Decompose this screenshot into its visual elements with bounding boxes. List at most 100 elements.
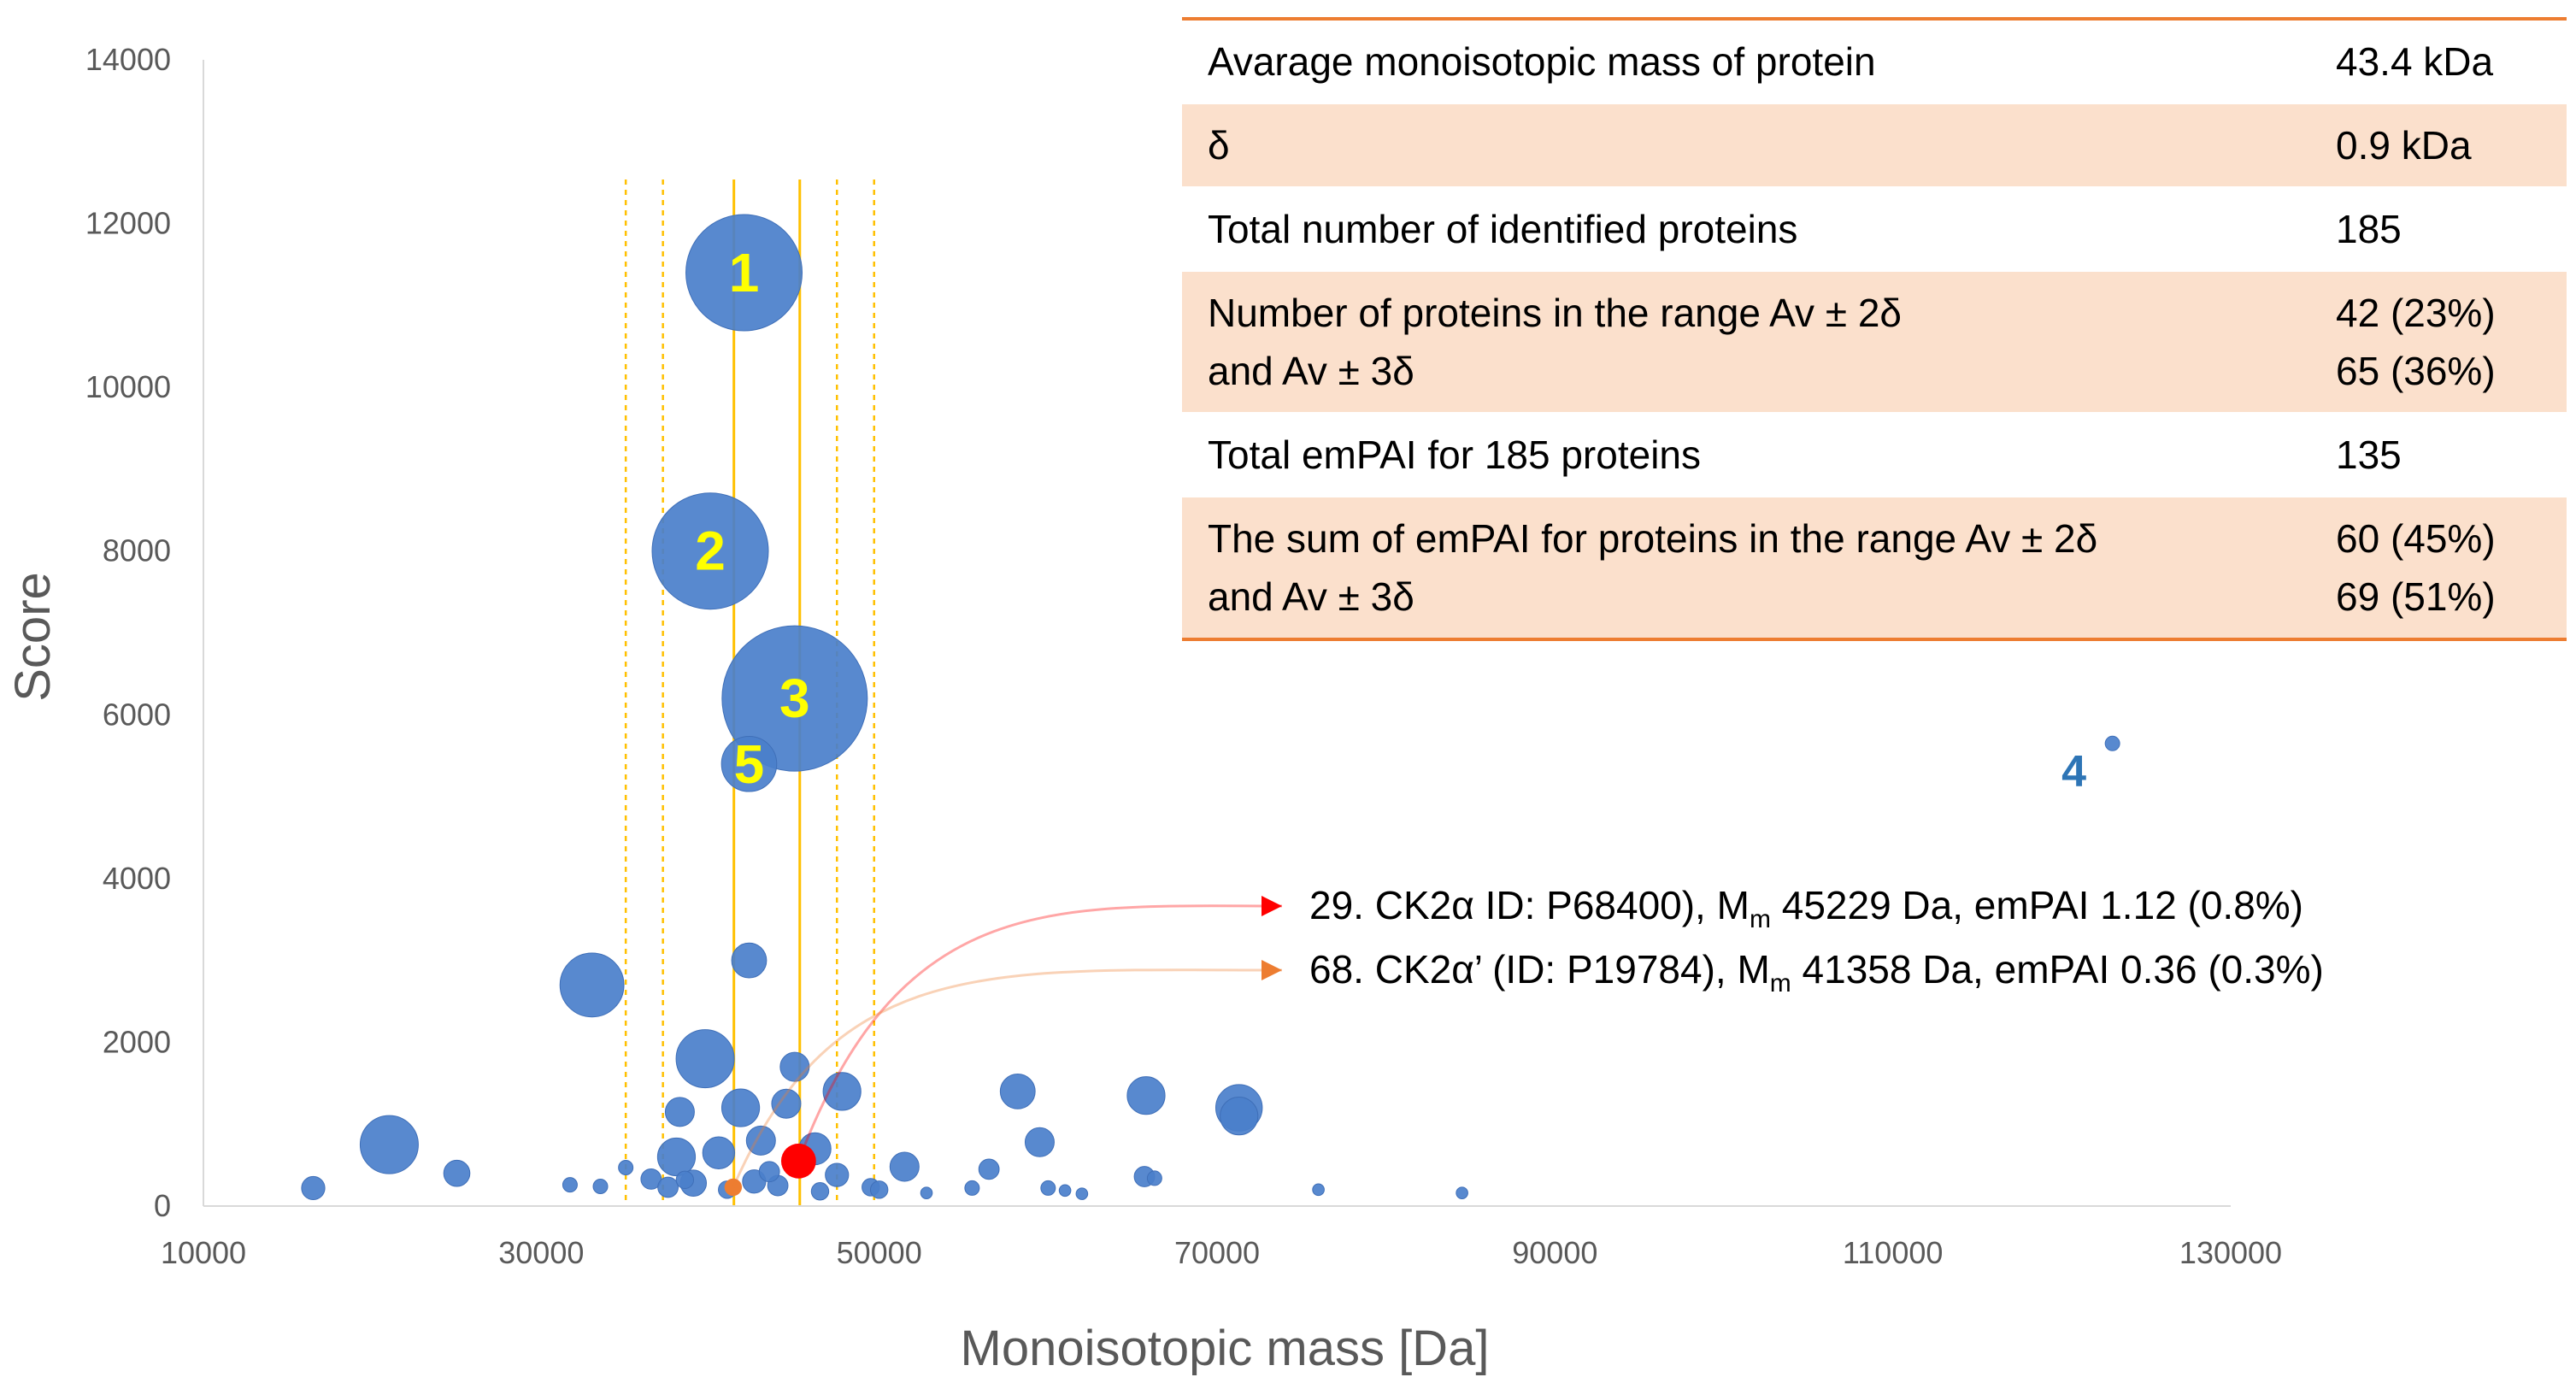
bubble [651, 492, 769, 610]
bubble [1075, 1187, 1089, 1200]
vertical-guide-lines [624, 179, 875, 1206]
bubble [1146, 1170, 1162, 1186]
table-cell-value: 0.9 kDa [2327, 103, 2567, 187]
table-cell-value: 185 [2327, 187, 2567, 271]
bubble [562, 1177, 578, 1193]
bubble [301, 1175, 326, 1201]
bubble [443, 1159, 471, 1187]
bubble [745, 1125, 776, 1156]
bubble [720, 1088, 761, 1127]
annotation-arrow [797, 895, 1283, 1162]
y-tick-label: 14000 [85, 42, 171, 77]
bubble [810, 1182, 830, 1201]
table-row: Avarage monoisotopic mass of protein 43.4… [1182, 19, 2567, 103]
bubble [822, 1072, 862, 1111]
bubble-label-2: 2 [695, 521, 726, 582]
value-line: 185 [2336, 207, 2402, 251]
label-line: The sum of emPAI for proteins in the ran… [1208, 516, 2098, 561]
bubble [1040, 1180, 1056, 1196]
bubble [1456, 1186, 1468, 1199]
bubble [720, 735, 778, 792]
table-cell-label: Total number of identified proteins [1182, 187, 2327, 271]
bubble [664, 1097, 695, 1127]
bubble [656, 1137, 697, 1177]
bubble-label-4: 4 [2061, 747, 2086, 797]
value-line: 0.9 kDa [2336, 123, 2472, 168]
table-cell-label: Total emPAI for 185 proteins [1182, 413, 2327, 497]
bubble [675, 1029, 735, 1089]
table-row: The sum of emPAI for proteins in the ran… [1182, 497, 2567, 639]
y-axis-title: Score [5, 572, 61, 702]
annotation-text: 68. CK2α’ (ID: P19784), Mm 41358 Da, emP… [1309, 947, 2324, 998]
bubble [359, 1115, 419, 1174]
bubble-label-1: 1 [729, 242, 760, 303]
bubble [1058, 1184, 1072, 1198]
bubble [889, 1151, 920, 1182]
value-line: 65 (36%) [2336, 349, 2496, 393]
table-cell-label: Avarage monoisotopic mass of protein [1182, 19, 2327, 103]
bubble [758, 1161, 780, 1183]
table-cell-value: 42 (23%) 65 (36%) [2327, 271, 2567, 413]
table-row: Number of proteins in the range Av ± 2δ a… [1182, 271, 2567, 413]
y-tick-label: 10000 [85, 369, 171, 404]
bubble [1126, 1076, 1166, 1115]
label-line: Number of proteins in the range Av ± 2δ [1208, 291, 1903, 335]
bubble-series [301, 214, 2120, 1201]
value-line: 42 (23%) [2336, 291, 2496, 335]
table-cell-label: The sum of emPAI for proteins in the ran… [1182, 497, 2327, 639]
bubble [1312, 1183, 1325, 1197]
table-cell-label: δ [1182, 103, 2327, 187]
annotation-text: 29. CK2α ID: P68400), Mm 45229 Da, emPAI… [1309, 883, 2303, 933]
y-tick-label: 4000 [103, 861, 171, 896]
x-axis-title: Monoisotopic mass [Da] [961, 1321, 1490, 1376]
bubble [999, 1074, 1036, 1109]
y-tick-label: 6000 [103, 697, 171, 732]
bubble [964, 1180, 980, 1196]
table-row: Total number of identified proteins 185 [1182, 187, 2567, 271]
table-cell-label: Number of proteins in the range Av ± 2δ a… [1182, 271, 2327, 413]
value-line: 69 (51%) [2336, 574, 2496, 619]
value-line: 135 [2336, 433, 2402, 477]
annotation-arrow [732, 959, 1283, 1188]
annotation-arrows [732, 895, 1283, 1188]
highlight-marker [780, 1143, 816, 1179]
bubble-label-3: 3 [779, 668, 810, 729]
bubble [2104, 735, 2120, 751]
bubble [675, 1170, 695, 1190]
x-tick-label: 30000 [498, 1235, 584, 1270]
y-tick-label: 8000 [103, 533, 171, 568]
bubble [702, 1136, 736, 1169]
bubble [559, 952, 625, 1018]
bubble [721, 625, 868, 772]
y-tick-label: 12000 [85, 206, 171, 241]
x-tick-label: 110000 [1843, 1235, 1943, 1270]
x-tick-label: 130000 [2179, 1235, 2282, 1270]
x-tick-label: 50000 [837, 1235, 922, 1270]
label-line: Total emPAI for 185 proteins [1208, 433, 1701, 477]
x-tick-label: 90000 [1512, 1235, 1597, 1270]
bubble [618, 1159, 634, 1175]
bubble [920, 1186, 933, 1199]
bubble [657, 1176, 679, 1198]
label-line: δ [1208, 123, 1230, 168]
label-line: Total number of identified proteins [1208, 207, 1798, 251]
bubble [1220, 1097, 1259, 1136]
y-tick-label: 2000 [103, 1024, 171, 1059]
y-tick-label: 0 [154, 1188, 171, 1223]
label-line: and Av ± 3δ [1208, 574, 1414, 619]
bubble [731, 942, 768, 979]
bubble-labels: 1 2 35 4 [695, 242, 2086, 797]
annotation-texts: 29. CK2α ID: P68400), Mm 45229 Da, emPAI… [1309, 883, 2324, 998]
bubble [685, 214, 803, 332]
bubble-label-5: 5 [734, 733, 765, 795]
label-line: and Av ± 3δ [1208, 349, 1414, 393]
bubble [869, 1180, 889, 1199]
value-line: 60 (45%) [2336, 516, 2496, 561]
x-tick-label: 70000 [1174, 1235, 1260, 1270]
table-cell-value: 43.4 kDa [2327, 19, 2567, 103]
x-tick-label: 10000 [161, 1235, 246, 1270]
chart-axes: 0 2000 4000 6000 8000 10000 12000 14000 10000 300… [85, 42, 2282, 1270]
label-line: Avarage monoisotopic mass of protein [1208, 39, 1876, 84]
table-row: Total emPAI for 185 proteins 135 [1182, 413, 2567, 497]
